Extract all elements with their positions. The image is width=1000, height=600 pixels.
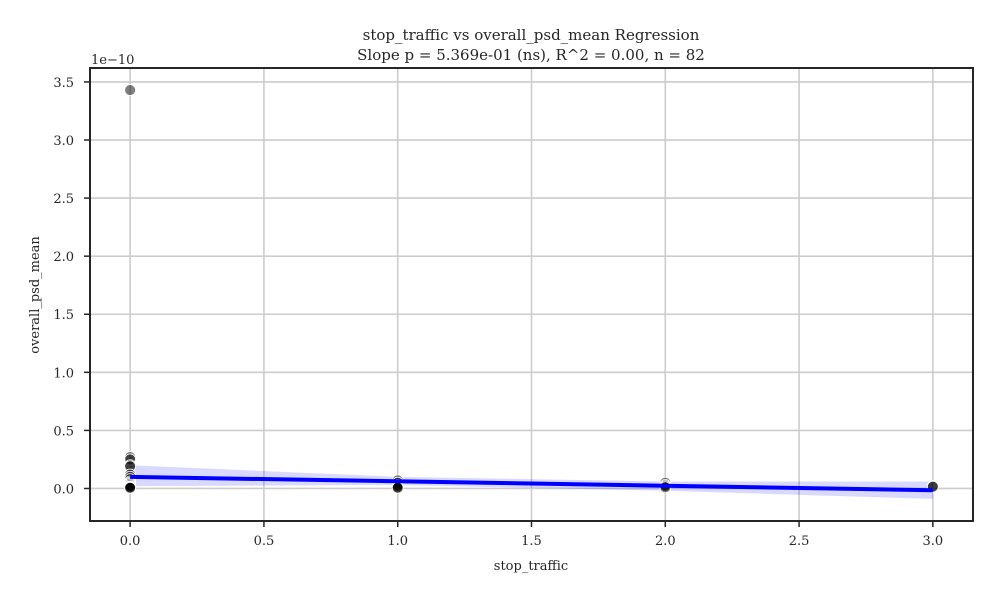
regression-line-layer: [130, 474, 933, 493]
y-tick-label-4: 2.0: [53, 250, 74, 265]
y-tick-label-3: 1.5: [53, 308, 74, 323]
x-tick-label-1: 0.5: [254, 534, 275, 549]
x-tick-label-6: 3.0: [923, 534, 944, 549]
y-tick-label-2: 1.0: [53, 366, 74, 381]
x-ticks: 0.0 0.5 1.0 1.5 2.0 2.5 3.0: [120, 521, 943, 549]
chart-subtitle: Slope p = 5.369e-01 (ns), R^2 = 0.00, n …: [357, 46, 705, 64]
y-tick-label-6: 3.0: [53, 134, 74, 149]
scatter-point-15: [124, 481, 137, 494]
regression-line: [130, 474, 933, 493]
y-tick-label-5: 2.5: [53, 192, 74, 207]
y-ticks: 0.0 0.5 1.0 1.5 2.0 2.5 3.0 3.5: [53, 76, 90, 497]
x-tick-label-2: 1.0: [387, 534, 408, 549]
x-tick-label-4: 2.0: [655, 534, 676, 549]
y-tick-label-7: 3.5: [53, 76, 74, 91]
y-axis-label: overall_psd_mean: [28, 236, 43, 354]
chart-title: stop_traffic vs overall_psd_mean Regress…: [363, 26, 700, 44]
scatter-point-0: [124, 84, 137, 96]
y-tick-label-1: 0.5: [53, 424, 74, 439]
x-tick-label-0: 0.0: [120, 534, 141, 549]
grid-lines: [90, 68, 973, 521]
x-axis-label: stop_traffic: [494, 559, 568, 574]
y-tick-label-0: 0.0: [53, 482, 74, 497]
x-tick-label-3: 1.5: [521, 534, 542, 549]
scatter-point-21: [391, 481, 404, 494]
y-offset-label: 1e−10: [91, 53, 134, 68]
x-tick-label-5: 2.5: [789, 534, 810, 549]
